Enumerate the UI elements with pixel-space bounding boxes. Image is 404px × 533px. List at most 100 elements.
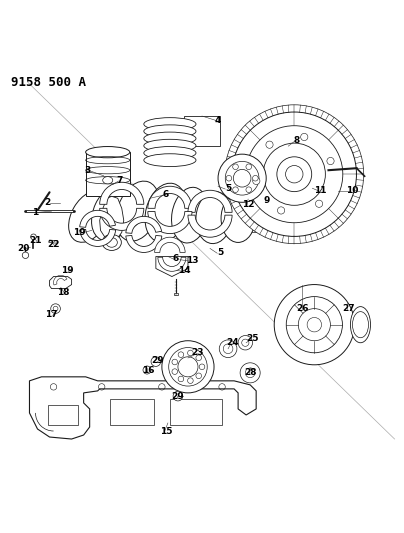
Wedge shape: [148, 212, 192, 233]
Ellipse shape: [116, 181, 160, 241]
Circle shape: [225, 161, 259, 195]
Text: 29: 29: [172, 392, 184, 401]
Circle shape: [196, 373, 202, 378]
Circle shape: [31, 234, 36, 240]
Text: 20: 20: [17, 244, 29, 253]
Text: 1: 1: [32, 208, 39, 217]
Circle shape: [143, 366, 151, 374]
Circle shape: [298, 309, 330, 341]
Text: 2: 2: [44, 198, 50, 207]
Text: 10: 10: [346, 186, 359, 195]
Circle shape: [242, 339, 249, 346]
Ellipse shape: [350, 306, 370, 343]
Ellipse shape: [145, 183, 187, 243]
Circle shape: [199, 364, 205, 369]
Wedge shape: [155, 237, 185, 253]
Wedge shape: [126, 216, 162, 233]
Circle shape: [252, 177, 260, 184]
Wedge shape: [100, 182, 144, 204]
Ellipse shape: [102, 235, 121, 251]
Text: 8: 8: [293, 135, 299, 144]
Circle shape: [238, 335, 252, 350]
Circle shape: [286, 166, 303, 183]
Text: 29: 29: [152, 356, 164, 365]
Text: 14: 14: [178, 266, 190, 275]
Polygon shape: [174, 293, 178, 295]
Circle shape: [173, 391, 183, 401]
Ellipse shape: [92, 184, 136, 241]
Polygon shape: [100, 196, 124, 240]
Circle shape: [266, 141, 273, 148]
Circle shape: [240, 363, 260, 383]
Wedge shape: [158, 257, 186, 271]
Circle shape: [245, 368, 255, 378]
Circle shape: [246, 126, 343, 223]
Ellipse shape: [144, 118, 196, 131]
Circle shape: [252, 175, 258, 181]
Text: 15: 15: [160, 426, 172, 435]
Circle shape: [327, 157, 334, 165]
Text: 23: 23: [192, 348, 204, 357]
Circle shape: [233, 169, 251, 187]
Ellipse shape: [103, 176, 113, 184]
Polygon shape: [86, 152, 130, 196]
Circle shape: [22, 252, 29, 259]
Circle shape: [233, 164, 238, 169]
Wedge shape: [126, 236, 162, 253]
Text: 24: 24: [226, 338, 238, 347]
Text: 17: 17: [45, 310, 58, 319]
Text: 18: 18: [57, 288, 70, 297]
Circle shape: [172, 369, 178, 374]
Text: 13: 13: [186, 256, 198, 265]
Circle shape: [286, 296, 343, 353]
Text: 27: 27: [342, 304, 355, 313]
Wedge shape: [148, 186, 192, 208]
Polygon shape: [156, 256, 188, 277]
Circle shape: [218, 154, 266, 203]
Text: 11: 11: [314, 186, 326, 195]
Circle shape: [219, 340, 237, 358]
Text: 16: 16: [141, 366, 154, 375]
Text: 9158 500 A: 9158 500 A: [11, 76, 86, 89]
Text: 21: 21: [29, 236, 42, 245]
Circle shape: [151, 357, 161, 366]
Bar: [184, 116, 220, 146]
Ellipse shape: [69, 190, 111, 243]
Text: 4: 4: [215, 116, 221, 125]
Text: 6: 6: [173, 254, 179, 263]
Circle shape: [263, 143, 325, 205]
Text: 12: 12: [242, 200, 255, 209]
Ellipse shape: [221, 195, 255, 243]
Ellipse shape: [196, 191, 232, 244]
Text: 9: 9: [263, 196, 269, 205]
Text: 19: 19: [61, 266, 74, 275]
Circle shape: [178, 357, 198, 377]
Circle shape: [278, 207, 285, 214]
Text: 7: 7: [117, 176, 123, 185]
Text: 25: 25: [246, 334, 259, 343]
Wedge shape: [188, 190, 232, 212]
Circle shape: [225, 105, 364, 244]
Ellipse shape: [144, 132, 196, 145]
Polygon shape: [50, 277, 72, 288]
Text: 28: 28: [244, 368, 257, 377]
Circle shape: [169, 348, 207, 386]
Wedge shape: [80, 229, 116, 246]
Circle shape: [226, 175, 231, 181]
Circle shape: [277, 157, 312, 192]
Wedge shape: [100, 208, 144, 230]
Text: 5: 5: [217, 248, 223, 257]
Text: 19: 19: [73, 228, 86, 237]
Circle shape: [196, 355, 202, 361]
Circle shape: [307, 318, 322, 332]
Circle shape: [187, 378, 193, 383]
Text: 3: 3: [84, 166, 91, 175]
Circle shape: [187, 350, 193, 356]
Circle shape: [246, 164, 252, 169]
Circle shape: [301, 133, 308, 141]
Ellipse shape: [144, 125, 196, 138]
Circle shape: [178, 352, 184, 358]
Ellipse shape: [172, 187, 208, 243]
Circle shape: [172, 359, 178, 365]
Text: 6: 6: [163, 190, 169, 199]
